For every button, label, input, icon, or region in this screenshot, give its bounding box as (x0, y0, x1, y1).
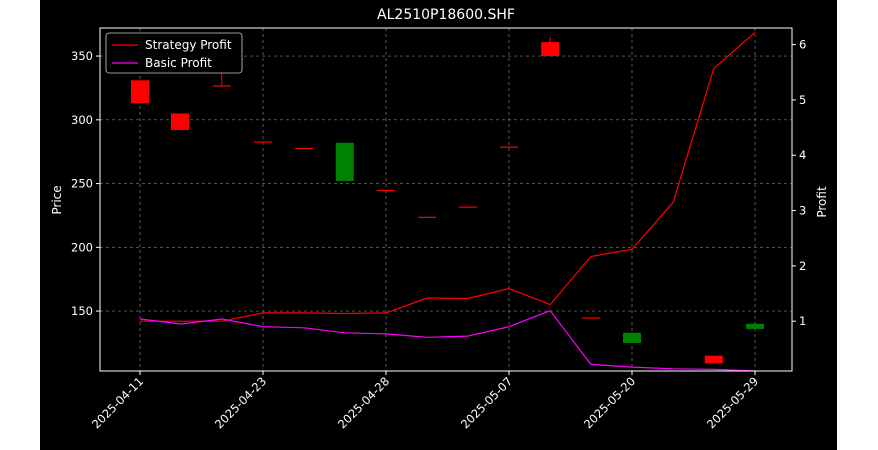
candle (131, 80, 149, 104)
candle (418, 216, 437, 218)
plot-frame (99, 27, 793, 372)
candle-body (170, 113, 189, 131)
candle-body (541, 42, 560, 57)
y-axis-left-label: Price (50, 185, 64, 214)
legend-label-basic: Basic Profit (145, 56, 212, 70)
y-right-tick-label: 1 (799, 314, 806, 328)
candle-body (212, 85, 231, 87)
candle (335, 142, 354, 182)
candle (295, 147, 314, 150)
candle (541, 36, 560, 57)
candle (458, 206, 477, 208)
candle (581, 317, 600, 319)
candle-body (335, 142, 354, 182)
candle (170, 113, 189, 131)
candle-body (418, 216, 437, 218)
candle (212, 71, 231, 87)
figure-background (40, 0, 837, 450)
legend-label-strategy: Strategy Profit (145, 38, 232, 52)
candle-body (254, 141, 272, 143)
candle-body (746, 323, 764, 329)
y-left-tick-label: 150 (71, 304, 93, 318)
y-axis-right-label: Profit (815, 186, 829, 218)
y-left-tick-label: 300 (71, 113, 93, 127)
candle (500, 146, 518, 148)
y-left-tick-label: 200 (71, 240, 93, 254)
basic-profit-line (139, 310, 756, 372)
y-right-tick-label: 3 (799, 204, 806, 218)
y-left-tick-label: 250 (71, 177, 93, 191)
legend-box (105, 32, 243, 74)
y-right-tick-label: 4 (799, 148, 806, 162)
y-left-tick-label: 350 (71, 49, 93, 63)
candle-body (704, 355, 723, 364)
candle (623, 332, 641, 343)
chart-title: AL2510P18600.SHF (377, 7, 515, 23)
candle-body (458, 206, 477, 208)
candle (377, 189, 395, 192)
candle (704, 355, 723, 364)
candle-body (131, 80, 149, 104)
candle-body (377, 189, 395, 192)
y-right-tick-label: 6 (799, 38, 806, 52)
candle (746, 323, 764, 329)
profit-lines (139, 31, 756, 372)
legend: Strategy Profit Basic Profit (105, 32, 243, 74)
y-right-tick-label: 2 (799, 259, 806, 273)
candle-body (623, 332, 641, 343)
candle (254, 141, 272, 143)
y-right-tick-label: 5 (799, 93, 806, 107)
candle-body (295, 147, 314, 150)
strategy-profit-line (140, 31, 756, 322)
candle-body (500, 146, 518, 148)
candles (131, 36, 764, 364)
candle-body (581, 317, 600, 319)
